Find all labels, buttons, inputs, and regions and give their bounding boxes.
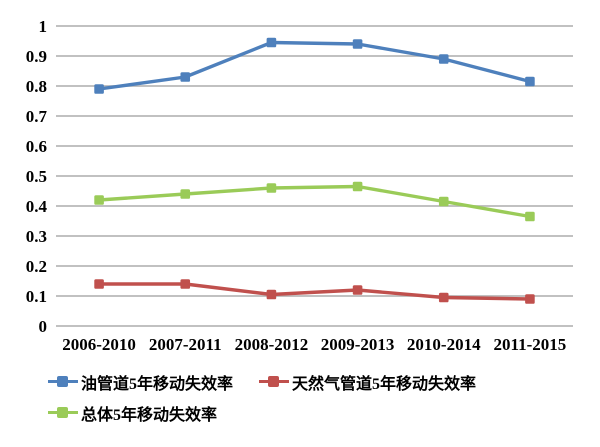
series-line-2 (97, 184, 532, 219)
legend-marker-gas-pipeline (259, 375, 290, 388)
legend-row-1: 油管道5年移动失效率 天然气管道5年移动失效率 (48, 366, 600, 397)
x-category-label: 2010-2014 (407, 335, 481, 354)
data-point-marker (438, 54, 449, 64)
data-point-marker (352, 285, 363, 295)
data-point-marker (438, 196, 449, 207)
data-point-marker (352, 39, 363, 49)
x-category-label: 2011-2015 (494, 335, 567, 354)
y-tick-label: 0.4 (26, 197, 48, 216)
legend-label-oil-pipeline: 油管道5年移动失效率 (81, 375, 234, 393)
y-tick-label: 0.5 (26, 167, 47, 186)
data-point-marker (94, 195, 104, 205)
legend-square-icon (268, 376, 280, 387)
legend-marker-overall (48, 406, 78, 419)
data-point-marker (266, 183, 277, 193)
x-category-label: 2009-2013 (321, 335, 395, 354)
legend-label-gas-pipeline: 天然气管道5年移动失效率 (292, 375, 477, 393)
x-category-label: 2006-2010 (62, 335, 136, 354)
legend-square-icon (57, 407, 68, 418)
line-chart-plot: 0 0.1 0.2 0.3 0.4 0.5 0.6 0.7 0.8 0.9 1 2006-2010 20… (26, 17, 573, 354)
data-point-marker (94, 279, 104, 289)
x-category-label: 2008-2012 (235, 335, 309, 354)
x-category-label: 2007-2011 (149, 335, 222, 354)
y-tick-label: 1 (39, 17, 48, 36)
legend-row-2: 总体5年移动失效率 (48, 397, 600, 428)
y-tick-label: 0.3 (26, 227, 47, 246)
data-point-marker (525, 211, 535, 222)
legend-item-gas-pipeline: 天然气管道5年移动失效率 (259, 370, 476, 394)
y-tick-label: 0.8 (26, 77, 47, 96)
legend-square-icon (57, 376, 68, 387)
y-tick-label: 0.2 (26, 257, 47, 276)
y-tick-label: 0.9 (26, 47, 47, 66)
y-tick-label: 0.1 (26, 287, 47, 306)
data-point-marker (180, 189, 191, 199)
legend-item-overall: 总体5年移动失效率 (48, 401, 217, 425)
data-point-marker (525, 294, 535, 304)
y-tick-label: 0.6 (26, 137, 47, 156)
y-tick-label: 0 (39, 317, 48, 336)
data-point-marker (525, 76, 535, 87)
legend-marker-oil-pipeline (48, 375, 78, 388)
data-point-marker (94, 84, 104, 94)
data-point-marker (180, 279, 191, 289)
y-tick-label: 0.7 (26, 107, 48, 126)
series-line-1 (97, 282, 532, 301)
legend-item-oil-pipeline: 油管道5年移动失效率 (48, 370, 233, 394)
data-point-marker (180, 72, 191, 82)
series-line-0 (97, 40, 532, 91)
data-point-marker (266, 37, 277, 48)
data-point-marker (352, 181, 363, 192)
data-point-marker (438, 292, 449, 303)
chart-legend: 油管道5年移动失效率 天然气管道5年移动失效率 总体5年移动失效率 (0, 366, 600, 428)
data-point-marker (266, 289, 277, 300)
legend-label-overall: 总体5年移动失效率 (81, 406, 218, 424)
